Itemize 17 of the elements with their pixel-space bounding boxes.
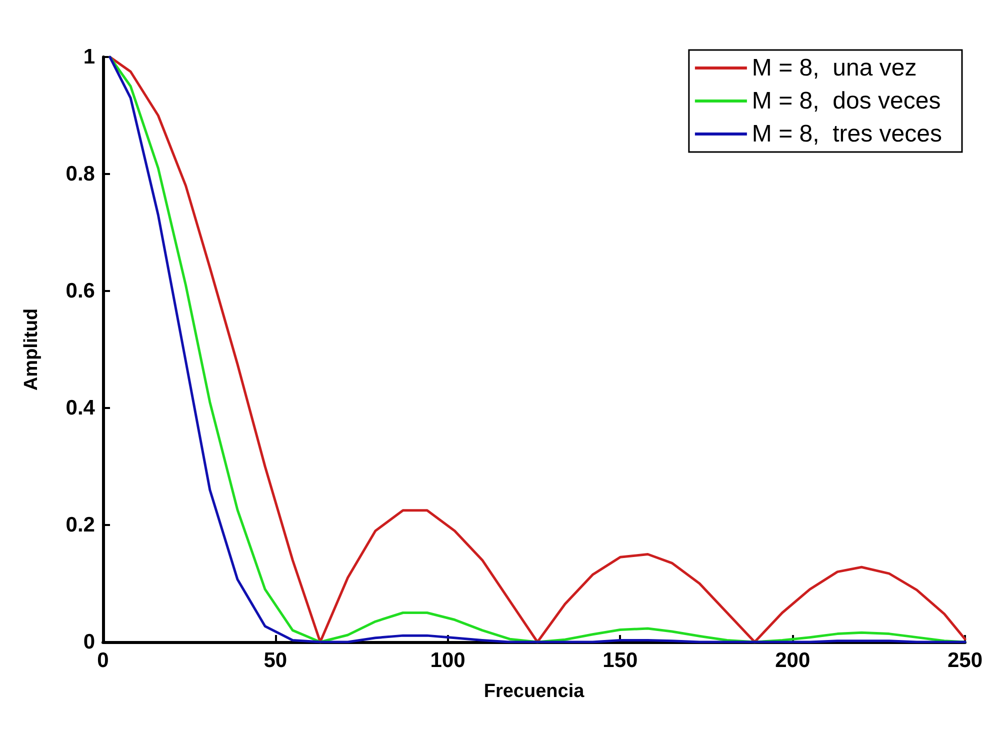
y-tick-label: 0.2 bbox=[66, 514, 95, 536]
x-tick-label: 200 bbox=[775, 649, 810, 672]
y-tick-label: 0.8 bbox=[66, 162, 96, 186]
x-axis-title: Frecuencia bbox=[484, 681, 585, 702]
x-tick-label: 250 bbox=[947, 649, 983, 672]
legend-label: M = 8, una vez bbox=[752, 54, 917, 82]
line-series bbox=[108, 56, 966, 644]
x-tick-label: 100 bbox=[430, 649, 466, 672]
y-tick-label: 0.4 bbox=[66, 396, 96, 420]
x-tick-label: 150 bbox=[602, 649, 638, 672]
y-tick-label: 0 bbox=[83, 630, 95, 654]
legend-label: M = 8, dos veces bbox=[752, 88, 941, 114]
y-tick-label: 1 bbox=[83, 46, 96, 68]
y-tick-label: 0.6 bbox=[66, 280, 95, 302]
y-axis-title: Amplitud bbox=[21, 308, 42, 391]
legend-label: M = 8, tres veces bbox=[752, 120, 942, 148]
x-tick-label: 50 bbox=[264, 649, 288, 672]
